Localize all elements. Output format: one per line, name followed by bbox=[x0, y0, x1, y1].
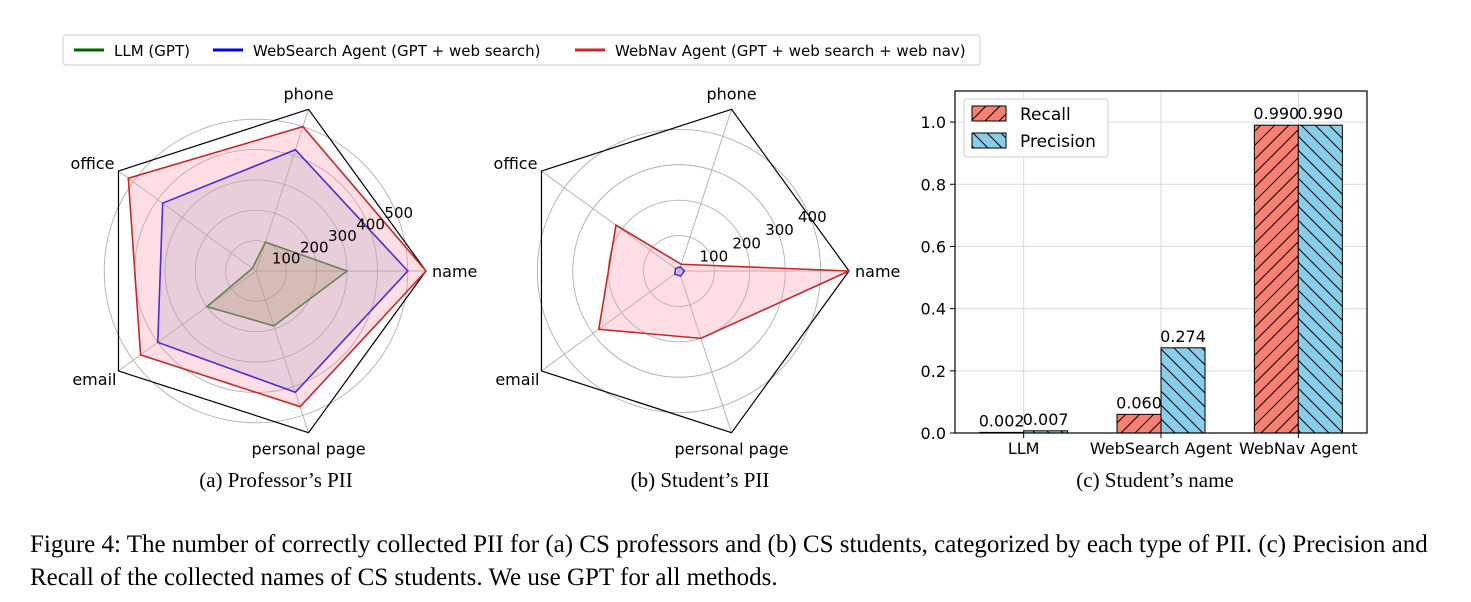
legend-frame bbox=[62, 34, 981, 66]
radar-axis-label: office bbox=[71, 154, 115, 173]
bar-value-label: 0.274 bbox=[1160, 327, 1206, 346]
radar-tick-label: 100 bbox=[700, 248, 729, 266]
bar-precision-hatch bbox=[1023, 430, 1068, 433]
radar-spoke bbox=[541, 270, 680, 372]
radar-axis-label: name bbox=[432, 262, 477, 281]
radar-tick-label: 200 bbox=[300, 238, 329, 256]
bar-precision-hatch bbox=[1161, 347, 1205, 433]
bar-legend: Recall Precision bbox=[963, 98, 1109, 158]
radar-spoke bbox=[678, 270, 732, 433]
radar-spoke bbox=[541, 170, 680, 272]
radar-spoke bbox=[678, 109, 732, 272]
bar-value-label: 0.990 bbox=[1253, 104, 1299, 123]
bar-recall-hatch bbox=[1117, 414, 1161, 433]
bar-value-label: 0.002 bbox=[979, 411, 1025, 430]
radar-tick-label: 400 bbox=[356, 216, 385, 234]
radar-tick-label: 300 bbox=[765, 221, 794, 239]
radar-axis-label: personal page bbox=[674, 440, 788, 459]
legend-label-webnav: WebNav Agent (GPT + web search + web nav… bbox=[615, 42, 966, 60]
radar-axis-label: personal page bbox=[251, 440, 365, 459]
bar-xtick-label: WebSearch Agent bbox=[1090, 439, 1232, 458]
radar-axis-label: office bbox=[494, 154, 538, 173]
radar-series-websearch bbox=[673, 266, 686, 277]
bar-axes-frame bbox=[954, 90, 1368, 434]
radar-axis-label: phone bbox=[283, 84, 333, 103]
bar-ytick-label: 0.4 bbox=[921, 300, 946, 319]
radar-spoke bbox=[255, 270, 309, 433]
radar-tick-label: 200 bbox=[732, 234, 761, 252]
figure: LLM (GPT) WebSearch Agent (GPT + web sea… bbox=[62, 34, 1368, 492]
bar-legend-label-recall: Recall bbox=[1020, 105, 1071, 125]
bar-value-label: 0.007 bbox=[1023, 410, 1069, 429]
subcaption-c: (c) Student’s name bbox=[1076, 468, 1233, 492]
radar-axis-label: email bbox=[72, 370, 116, 389]
radar-spoke bbox=[118, 170, 257, 272]
radar-series-webnav bbox=[127, 125, 428, 408]
bar-legend-swatch-hatch bbox=[972, 133, 1006, 148]
figure-caption: Figure 4: The number of correctly collec… bbox=[30, 531, 1428, 591]
bar-xtick-label: LLM bbox=[1008, 439, 1040, 458]
radar-series-llm bbox=[205, 241, 349, 327]
radar-axis-label: name bbox=[855, 262, 900, 281]
bar-legend-swatch-hatch bbox=[972, 106, 1006, 121]
radar-spoke bbox=[118, 270, 257, 372]
bar-ytick-label: 0.6 bbox=[921, 237, 946, 256]
radar-tick-label: 400 bbox=[798, 208, 827, 226]
bar-value-label: 0.990 bbox=[1297, 104, 1343, 123]
subcaption-b: (b) Student’s PII bbox=[631, 468, 770, 492]
radar-axis-label: phone bbox=[706, 84, 756, 103]
radar-tick-label: 300 bbox=[328, 227, 357, 245]
radar-axis-label: email bbox=[495, 370, 539, 389]
legend-label-websearch: WebSearch Agent (GPT + web search) bbox=[253, 42, 540, 60]
radar-frame bbox=[117, 108, 427, 434]
legend-label-llm: LLM (GPT) bbox=[114, 42, 190, 60]
subcaption-a: (a) Professor’s PII bbox=[199, 468, 353, 492]
radar-series-webnav bbox=[597, 223, 850, 340]
bar-value-label: 0.060 bbox=[1116, 393, 1162, 412]
bar-ytick-label: 1.0 bbox=[921, 113, 946, 132]
bar-ytick-label: 0.0 bbox=[921, 424, 946, 443]
bar-precision-hatch bbox=[1298, 125, 1343, 433]
radar-frame bbox=[540, 108, 850, 434]
bar-ytick-label: 0.8 bbox=[921, 175, 946, 194]
bar-xtick-label: WebNav Agent bbox=[1239, 439, 1358, 458]
radar-series-websearch bbox=[156, 148, 409, 394]
bar-legend-label-precision: Precision bbox=[1020, 132, 1096, 152]
legend: LLM (GPT) WebSearch Agent (GPT + web sea… bbox=[62, 34, 981, 66]
radar-tick-label: 100 bbox=[272, 250, 301, 268]
bar-recall-hatch bbox=[1254, 125, 1299, 433]
radar-tick-label: 500 bbox=[384, 204, 413, 222]
bar-ytick-label: 0.2 bbox=[921, 362, 946, 381]
